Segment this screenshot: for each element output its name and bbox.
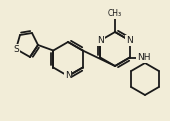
Text: S: S — [13, 45, 19, 53]
Text: N: N — [97, 36, 104, 45]
Text: CH₃: CH₃ — [108, 10, 122, 19]
Text: N: N — [126, 36, 133, 45]
Text: N: N — [65, 72, 71, 80]
Text: NH: NH — [137, 53, 150, 62]
